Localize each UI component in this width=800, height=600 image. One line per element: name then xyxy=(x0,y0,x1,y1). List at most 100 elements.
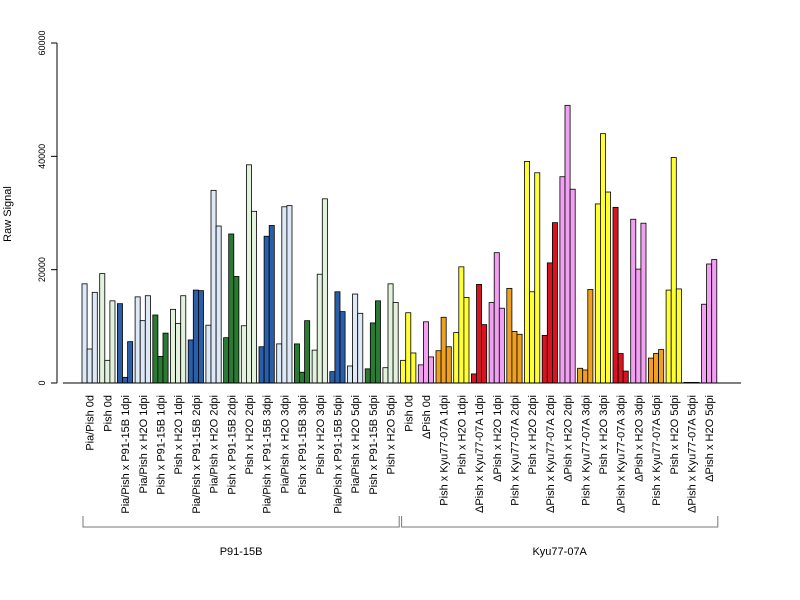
category-label: Pia/Pish x H2O 3dpi xyxy=(279,395,291,493)
bar xyxy=(144,295,151,384)
bar xyxy=(192,289,199,384)
bar xyxy=(445,346,452,384)
bar xyxy=(352,293,359,384)
category-label: Pish x P91-15B 3dpi xyxy=(297,395,309,495)
bar xyxy=(268,225,275,384)
bar xyxy=(622,370,629,384)
category-label: ΔPish x H2O 5dpi xyxy=(704,395,716,482)
bar xyxy=(410,352,417,384)
bar xyxy=(653,353,659,384)
y-tick-label: 40000 xyxy=(37,144,47,169)
category-label: Pia/Pish x P91-15B 2dpi xyxy=(191,395,203,514)
bar xyxy=(524,161,530,384)
bar xyxy=(86,348,93,384)
category-label: ΔPish x Kyu77-07A 5dpi xyxy=(686,395,698,513)
bars-layer xyxy=(81,104,718,384)
bar xyxy=(281,206,288,384)
bar xyxy=(422,321,429,384)
category-label: Pish x Kyu77-07A 5dpi xyxy=(651,395,663,506)
bar xyxy=(605,191,611,384)
category-label: Pish x H2O 5dpi xyxy=(669,395,681,474)
bar xyxy=(706,263,713,384)
bar xyxy=(577,367,584,384)
category-label: Pish 0d xyxy=(102,395,114,432)
bar xyxy=(506,287,513,384)
bar xyxy=(665,289,672,384)
bar xyxy=(453,332,460,384)
bar xyxy=(463,297,470,384)
bar xyxy=(122,376,128,384)
category-label: ΔPish 0d xyxy=(421,395,433,439)
category-label: Pish x P91-15B 1dpi xyxy=(155,395,167,495)
group-label: Kyu77-07A xyxy=(532,546,587,558)
category-label: Pish x Kyu77-07A 1dpi xyxy=(439,395,451,506)
y-tick-label: 20000 xyxy=(37,257,47,282)
category-label: Pish x H2O 3dpi xyxy=(598,395,610,474)
category-label: Pia/Pish 0d xyxy=(85,395,97,451)
bar xyxy=(701,303,707,384)
category-label: Pish x H2O 2dpi xyxy=(244,395,256,474)
x-axis: Pia/Pish 0d Pish 0d Pia/Pish x P91-15B 1dp… xyxy=(63,382,741,514)
group-brackets: P91-15B Kyu77-07A xyxy=(82,516,719,558)
category-label: Pish x Kyu77-07A 2dpi xyxy=(509,395,521,506)
bar xyxy=(286,205,293,384)
bar xyxy=(541,334,548,384)
bar xyxy=(293,343,300,384)
bar xyxy=(675,288,682,384)
bar xyxy=(134,296,141,384)
bar xyxy=(339,311,346,384)
category-label: Pia/Pish x P91-15B 3dpi xyxy=(262,395,274,514)
bar xyxy=(304,320,311,384)
bar xyxy=(552,222,558,384)
bar xyxy=(516,333,523,384)
bar xyxy=(127,341,134,384)
bar xyxy=(587,289,594,384)
category-label: Pish x H2O 1dpi xyxy=(456,395,468,474)
category-label: ΔPish x Kyu77-07A 2dpi xyxy=(545,395,557,513)
bar xyxy=(498,307,505,384)
category-label: Pia/Pish x H2O 1dpi xyxy=(138,395,150,493)
category-label: Pish x Kyu77-07A 3dpi xyxy=(580,395,592,506)
bar xyxy=(152,314,159,384)
y-tick-label: 0 xyxy=(37,380,47,385)
bar xyxy=(658,349,665,384)
bar xyxy=(109,300,116,384)
bar xyxy=(600,133,606,384)
bar xyxy=(630,218,637,384)
bar xyxy=(428,356,434,384)
bar xyxy=(251,210,257,384)
category-label: ΔPish x H2O 3dpi xyxy=(633,395,645,482)
bar xyxy=(316,273,323,384)
bar xyxy=(170,308,176,384)
bar xyxy=(139,320,146,384)
bar xyxy=(263,235,270,384)
category-label: Pish x P91-15B 2dpi xyxy=(226,395,238,495)
category-label: ΔPish x H2O 2dpi xyxy=(563,395,575,482)
bar xyxy=(117,303,123,384)
bar xyxy=(180,295,187,384)
bar xyxy=(392,302,399,384)
bar xyxy=(205,324,212,384)
bar xyxy=(357,312,364,384)
bar xyxy=(233,276,240,384)
bar xyxy=(187,339,194,384)
bar xyxy=(197,290,204,384)
category-label: Pish x P91-15B 5dpi xyxy=(368,395,380,495)
category-label: Pish x H2O 1dpi xyxy=(173,395,185,474)
category-label: ΔPish x Kyu77-07A 3dpi xyxy=(616,395,628,513)
bar xyxy=(299,371,305,384)
bar xyxy=(240,325,247,384)
bar xyxy=(635,268,642,384)
bar xyxy=(374,300,381,384)
group-bracket xyxy=(82,516,400,528)
bar xyxy=(594,203,601,384)
bar xyxy=(228,233,235,384)
bar xyxy=(612,206,619,384)
bar xyxy=(493,252,500,384)
bar xyxy=(564,104,571,384)
bar xyxy=(99,273,106,384)
bar xyxy=(400,359,407,384)
bar xyxy=(417,364,424,384)
category-label: Pish x H2O 3dpi xyxy=(315,395,327,474)
